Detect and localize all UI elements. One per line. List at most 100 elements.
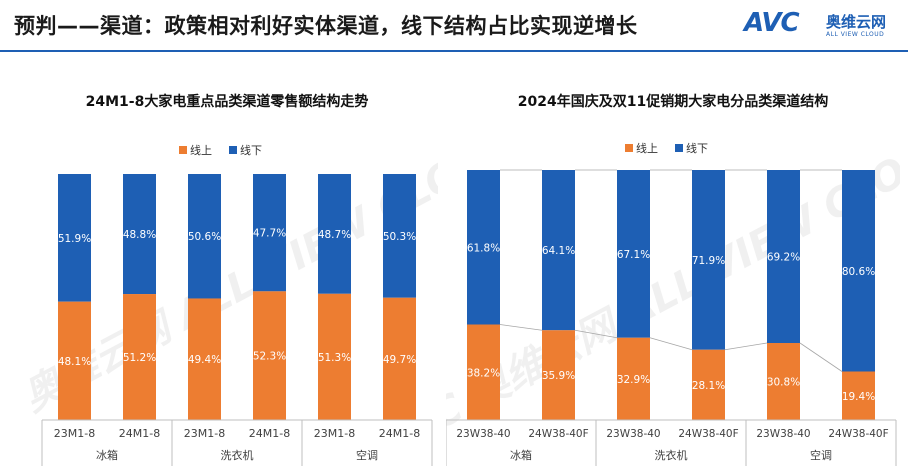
- series-line: [649, 337, 693, 351]
- legend-swatch-online: [625, 144, 633, 152]
- bar-offline: [467, 170, 500, 325]
- x-tick-label: 24M1-8: [119, 427, 160, 440]
- legend-label-online: 线上: [190, 143, 212, 157]
- bar-stack: 61.8% 38.2%: [467, 170, 500, 420]
- data-label-offline: 50.6%: [188, 231, 221, 243]
- avc-logo: AVC 奥维云网 ALL VIEW CLOUD: [744, 8, 894, 44]
- data-label-online: 32.9%: [617, 374, 650, 386]
- data-label-online: 19.4%: [842, 391, 875, 403]
- bar-offline: [542, 170, 575, 331]
- data-label-offline: 47.7%: [253, 228, 286, 240]
- x-group-label: 冰箱: [96, 448, 118, 462]
- data-label-offline: 48.7%: [318, 229, 351, 241]
- legend-label-online: 线上: [636, 141, 658, 155]
- data-label-offline: 71.9%: [692, 255, 725, 267]
- x-group-label: 洗衣机: [655, 448, 688, 462]
- bar-online: [692, 349, 725, 420]
- header-divider: [0, 50, 908, 52]
- bar-stack: 50.6% 49.4%: [188, 174, 221, 420]
- bar-stack: 51.9% 48.1%: [58, 174, 91, 420]
- bar-offline: [767, 170, 800, 343]
- chart-legend: 线上 线下: [179, 143, 262, 157]
- x-tick-label: 24W38-40F: [828, 428, 888, 440]
- data-label-offline: 50.3%: [383, 231, 416, 243]
- bar-online: [58, 301, 91, 420]
- series-line: [799, 342, 843, 372]
- legend-label-offline: 线下: [240, 143, 262, 157]
- bar-offline: [253, 174, 286, 292]
- data-label-offline: 80.6%: [842, 266, 875, 278]
- legend-swatch-offline: [675, 144, 683, 152]
- x-tick-label: 23W38-40: [606, 428, 660, 440]
- series-line: [574, 329, 618, 339]
- logo-en-name: ALL VIEW CLOUD: [826, 31, 885, 38]
- legend-label-offline: 线下: [686, 141, 708, 155]
- data-label-online: 48.1%: [58, 356, 91, 368]
- bar-stack: 47.7% 52.3%: [253, 174, 286, 420]
- bar-offline: [123, 174, 156, 295]
- x-tick-label: 24W38-40F: [528, 428, 588, 440]
- bar-online: [318, 293, 351, 420]
- data-label-offline: 61.8%: [467, 242, 500, 254]
- x-group-label: 冰箱: [510, 448, 532, 462]
- bar-online: [188, 298, 221, 420]
- bar-online: [123, 294, 156, 420]
- bar-online: [767, 343, 800, 420]
- x-group-label: 空调: [810, 448, 832, 462]
- data-label-online: 35.9%: [542, 370, 575, 382]
- bar-stack: 80.6% 19.4%: [842, 170, 875, 420]
- x-group-label: 空调: [356, 448, 378, 462]
- legend-swatch-online: [179, 146, 187, 154]
- data-label-online: 49.4%: [188, 354, 221, 366]
- data-label-online: 38.2%: [467, 367, 500, 379]
- logo-cn-name: 奥维云网: [826, 13, 887, 31]
- data-label-online: 51.2%: [123, 352, 156, 364]
- page-title: 预判——渠道：政策相对利好实体渠道，线下结构占比实现逆增长: [14, 14, 638, 38]
- bar-stack: 67.1% 32.9%: [617, 170, 650, 420]
- bar-online: [253, 291, 286, 420]
- watermark-text: AVC 奥维云网 ALL VIEW CLOUD: [446, 118, 900, 468]
- bar-offline: [318, 174, 351, 294]
- data-label-offline: 64.1%: [542, 245, 575, 257]
- x-tick-label: 23W38-40: [756, 428, 810, 440]
- bar-stack: 64.1% 35.9%: [542, 170, 575, 420]
- data-label-online: 52.3%: [253, 351, 286, 363]
- slide-header: 预判——渠道：政策相对利好实体渠道，线下结构占比实现逆增长 AVC 奥维云网 A…: [0, 0, 908, 52]
- x-tick-label: 23M1-8: [314, 427, 355, 440]
- legend-swatch-offline: [229, 146, 237, 154]
- bar-online: [842, 371, 875, 420]
- x-tick-label: 24M1-8: [249, 427, 290, 440]
- bar-offline: [617, 170, 650, 338]
- data-label-online: 51.3%: [318, 352, 351, 364]
- data-label-offline: 51.9%: [58, 233, 91, 245]
- series-line: [724, 342, 768, 351]
- category-axis: 23W38-40 24W38-40F 23W38-40 24W38-40F 23W38-…: [446, 419, 897, 466]
- chart-title: 2024年国庆及双11促销期大家电分品类渠道结构: [518, 93, 828, 110]
- x-tick-label: 24M1-8: [379, 427, 420, 440]
- data-label-online: 30.8%: [767, 377, 800, 389]
- data-label-online: 28.1%: [692, 380, 725, 392]
- chart-title: 24M1-8大家电重点品类渠道零售额结构走势: [86, 93, 369, 110]
- bar-stack: 69.2% 30.8%: [767, 170, 800, 420]
- bar-online: [542, 330, 575, 420]
- bar-stack: 48.7% 51.3%: [318, 174, 351, 420]
- logo-brand: AVC: [744, 8, 800, 38]
- bar-offline: [58, 174, 91, 302]
- chart-legend: 线上 线下: [625, 141, 708, 155]
- category-axis: 23M1-8 24M1-8 23M1-8 24M1-8 23M1-8 24M1-8冰箱 洗衣…: [41, 419, 433, 466]
- x-tick-label: 23M1-8: [184, 427, 225, 440]
- bar-online: [467, 324, 500, 420]
- bar-offline: [842, 170, 875, 372]
- series-line: [499, 324, 543, 331]
- bar-stack: 50.3% 49.7%: [383, 174, 416, 420]
- bar-offline: [188, 174, 221, 299]
- bar-online: [383, 297, 416, 420]
- bar-stack: 71.9% 28.1%: [692, 170, 725, 420]
- bar-offline: [383, 174, 416, 298]
- data-label-offline: 67.1%: [617, 249, 650, 261]
- data-label-online: 49.7%: [383, 354, 416, 366]
- bar-online: [617, 337, 650, 420]
